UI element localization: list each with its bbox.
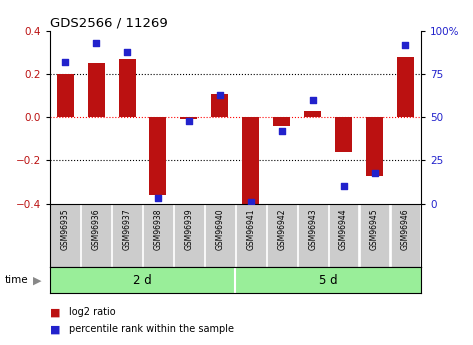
FancyBboxPatch shape — [329, 204, 359, 267]
Text: time: time — [5, 275, 28, 285]
Text: ■: ■ — [50, 307, 60, 317]
Text: GSM96939: GSM96939 — [184, 209, 193, 250]
Point — [92, 40, 100, 46]
Bar — [149, 117, 166, 195]
Text: GSM96940: GSM96940 — [215, 209, 224, 250]
Text: ■: ■ — [50, 325, 60, 334]
Bar — [211, 93, 228, 117]
Point — [340, 184, 347, 189]
Bar — [57, 74, 74, 117]
FancyBboxPatch shape — [298, 204, 327, 267]
Text: ▶: ▶ — [33, 275, 42, 285]
Bar — [397, 57, 414, 117]
Bar — [304, 111, 321, 117]
Text: GSM96936: GSM96936 — [92, 209, 101, 250]
Text: GSM96935: GSM96935 — [61, 209, 70, 250]
Point — [216, 92, 224, 98]
Point — [402, 42, 409, 48]
Text: GSM96942: GSM96942 — [277, 209, 286, 250]
Bar — [335, 117, 352, 152]
FancyBboxPatch shape — [205, 204, 235, 267]
Bar — [88, 63, 105, 117]
Text: log2 ratio: log2 ratio — [69, 307, 115, 317]
Text: GSM96938: GSM96938 — [153, 209, 162, 250]
FancyBboxPatch shape — [174, 204, 204, 267]
FancyBboxPatch shape — [391, 204, 420, 267]
Point — [309, 97, 316, 103]
Point — [154, 196, 162, 201]
FancyBboxPatch shape — [236, 204, 266, 267]
Text: percentile rank within the sample: percentile rank within the sample — [69, 325, 234, 334]
Text: GSM96943: GSM96943 — [308, 209, 317, 250]
Text: GSM96941: GSM96941 — [246, 209, 255, 250]
Point — [123, 49, 131, 55]
Point — [185, 118, 193, 124]
FancyBboxPatch shape — [359, 204, 389, 267]
Text: 2 d: 2 d — [133, 274, 152, 287]
FancyBboxPatch shape — [143, 204, 173, 267]
Bar — [242, 117, 259, 208]
FancyBboxPatch shape — [112, 204, 142, 267]
Point — [61, 59, 69, 65]
Bar — [180, 117, 197, 119]
Text: GSM96946: GSM96946 — [401, 209, 410, 250]
Text: GSM96944: GSM96944 — [339, 209, 348, 250]
Point — [371, 170, 378, 175]
Bar — [366, 117, 383, 176]
Point — [278, 128, 286, 134]
FancyBboxPatch shape — [50, 204, 80, 267]
Point — [247, 199, 254, 205]
Bar — [273, 117, 290, 126]
Text: GDS2566 / 11269: GDS2566 / 11269 — [50, 17, 167, 30]
Text: 5 d: 5 d — [319, 274, 337, 287]
Text: GSM96937: GSM96937 — [123, 209, 131, 250]
FancyBboxPatch shape — [81, 204, 111, 267]
Bar — [119, 59, 136, 117]
FancyBboxPatch shape — [267, 204, 297, 267]
Text: GSM96945: GSM96945 — [370, 209, 379, 250]
